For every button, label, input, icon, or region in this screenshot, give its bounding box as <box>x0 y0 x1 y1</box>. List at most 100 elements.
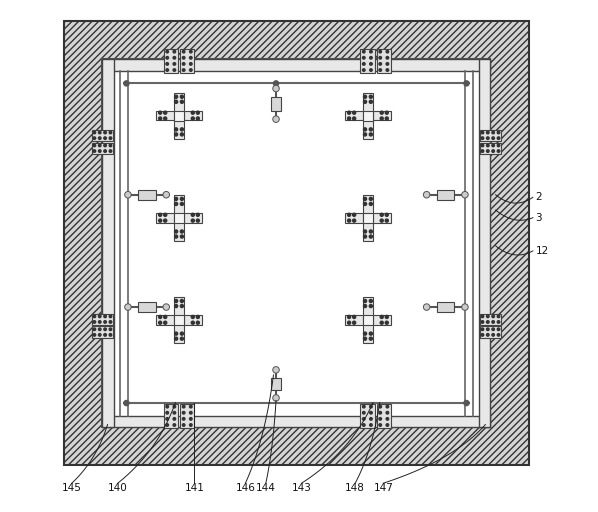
Circle shape <box>353 219 356 222</box>
Circle shape <box>462 191 468 198</box>
Circle shape <box>364 95 367 98</box>
Circle shape <box>353 111 356 114</box>
Circle shape <box>379 56 382 59</box>
Circle shape <box>190 412 192 414</box>
Bar <box>102 416 490 427</box>
Circle shape <box>498 131 500 134</box>
Circle shape <box>93 150 96 153</box>
Circle shape <box>104 131 106 134</box>
Circle shape <box>347 219 350 222</box>
Circle shape <box>379 50 382 53</box>
Circle shape <box>175 133 178 136</box>
Circle shape <box>166 69 169 71</box>
Circle shape <box>181 300 184 303</box>
Circle shape <box>385 315 388 318</box>
Circle shape <box>353 321 356 324</box>
Bar <box>156 315 202 325</box>
Circle shape <box>93 144 96 147</box>
Circle shape <box>364 305 367 308</box>
Circle shape <box>191 321 194 324</box>
Text: 140: 140 <box>108 483 127 493</box>
Circle shape <box>175 300 178 303</box>
Circle shape <box>386 62 389 65</box>
Circle shape <box>182 69 185 71</box>
Circle shape <box>379 406 382 408</box>
Circle shape <box>370 424 372 426</box>
Circle shape <box>380 315 383 318</box>
Bar <box>174 195 184 241</box>
Circle shape <box>99 334 101 336</box>
Circle shape <box>370 418 372 420</box>
Bar <box>174 111 184 121</box>
Circle shape <box>370 305 373 308</box>
Circle shape <box>125 191 131 198</box>
Circle shape <box>370 128 373 131</box>
Circle shape <box>425 305 429 309</box>
Circle shape <box>173 406 176 408</box>
Bar <box>345 315 391 325</box>
Circle shape <box>364 300 367 303</box>
Circle shape <box>273 116 279 122</box>
Circle shape <box>463 305 467 309</box>
Circle shape <box>379 69 382 71</box>
Circle shape <box>190 50 192 53</box>
Circle shape <box>370 406 372 408</box>
Circle shape <box>175 100 178 103</box>
Circle shape <box>380 214 383 217</box>
Circle shape <box>109 328 112 331</box>
Circle shape <box>492 150 495 153</box>
Circle shape <box>166 56 169 59</box>
Circle shape <box>379 62 382 65</box>
Circle shape <box>364 202 367 205</box>
Bar <box>174 297 184 343</box>
Circle shape <box>173 412 176 414</box>
Circle shape <box>380 117 383 120</box>
Circle shape <box>181 230 184 233</box>
Circle shape <box>364 133 367 136</box>
Circle shape <box>370 197 373 200</box>
Circle shape <box>380 219 383 222</box>
Circle shape <box>498 137 500 139</box>
Circle shape <box>104 334 106 336</box>
Circle shape <box>386 406 389 408</box>
Circle shape <box>196 219 199 222</box>
Circle shape <box>380 321 383 324</box>
Bar <box>437 302 454 312</box>
Circle shape <box>166 412 169 414</box>
Circle shape <box>481 144 484 147</box>
Circle shape <box>164 321 167 324</box>
Circle shape <box>498 334 500 336</box>
Text: 2: 2 <box>535 193 542 202</box>
Circle shape <box>99 144 101 147</box>
Circle shape <box>109 137 112 139</box>
Circle shape <box>498 315 500 317</box>
Circle shape <box>182 56 185 59</box>
Circle shape <box>158 111 161 114</box>
Bar <box>180 49 194 73</box>
Circle shape <box>190 62 192 65</box>
Circle shape <box>173 62 176 65</box>
Circle shape <box>487 144 489 147</box>
Bar <box>345 213 391 223</box>
Bar <box>360 49 374 73</box>
Circle shape <box>492 321 495 323</box>
Circle shape <box>385 219 388 222</box>
Circle shape <box>109 334 112 336</box>
Circle shape <box>364 235 367 238</box>
Bar <box>180 403 194 428</box>
Circle shape <box>370 62 372 65</box>
Circle shape <box>164 315 167 318</box>
Circle shape <box>370 56 372 59</box>
Circle shape <box>182 418 185 420</box>
Circle shape <box>386 56 389 59</box>
Circle shape <box>125 304 131 310</box>
Bar <box>377 403 391 428</box>
Circle shape <box>166 50 169 53</box>
Circle shape <box>364 337 367 340</box>
Circle shape <box>385 111 388 114</box>
Circle shape <box>370 95 373 98</box>
Circle shape <box>166 424 169 426</box>
Circle shape <box>190 418 192 420</box>
Circle shape <box>175 197 178 200</box>
Circle shape <box>99 328 101 331</box>
